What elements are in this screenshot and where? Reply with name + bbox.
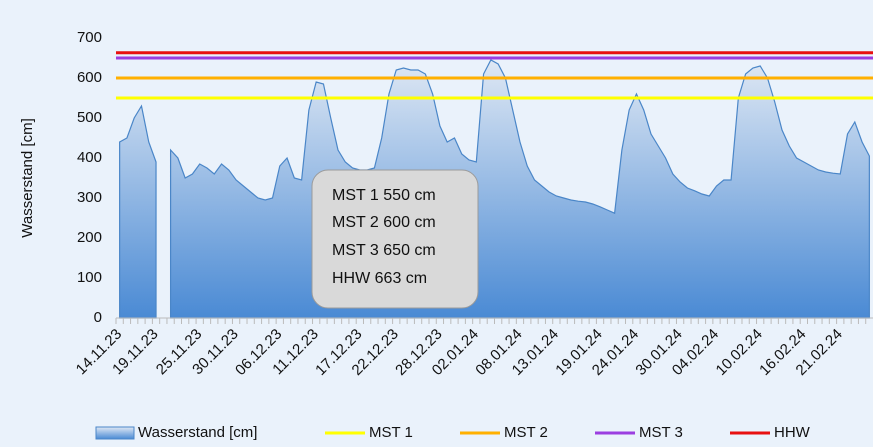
y-tick-label: 500 [77, 109, 102, 126]
legend-label: MST 2 [504, 424, 548, 441]
legend-label: HHW [774, 424, 811, 441]
legend-swatch [95, 426, 135, 440]
y-tick-label: 400 [77, 149, 102, 166]
legend-label: MST 3 [639, 424, 683, 441]
y-tick-label: 300 [77, 189, 102, 206]
annotation-box [311, 169, 479, 309]
y-tick-label: 0 [94, 309, 102, 326]
y-tick-label: 600 [77, 69, 102, 86]
x-tick-label: 10.02.24 [713, 326, 766, 379]
y-tick-label: 200 [77, 229, 102, 246]
legend-label: MST 1 [369, 424, 413, 441]
y-tick-label: 700 [77, 29, 102, 46]
water-level-area [119, 59, 870, 319]
y-axis-title: Wasserstand [cm] [19, 118, 36, 237]
annotation-line: MST 2 600 cm [332, 214, 436, 231]
legend-label: Wasserstand [cm] [138, 424, 257, 441]
y-tick-label: 100 [77, 269, 102, 286]
annotation-line: MST 3 650 cm [332, 242, 436, 259]
annotation-line: MST 1 550 cm [332, 187, 436, 204]
annotation-line: HHW 663 cm [332, 270, 427, 287]
